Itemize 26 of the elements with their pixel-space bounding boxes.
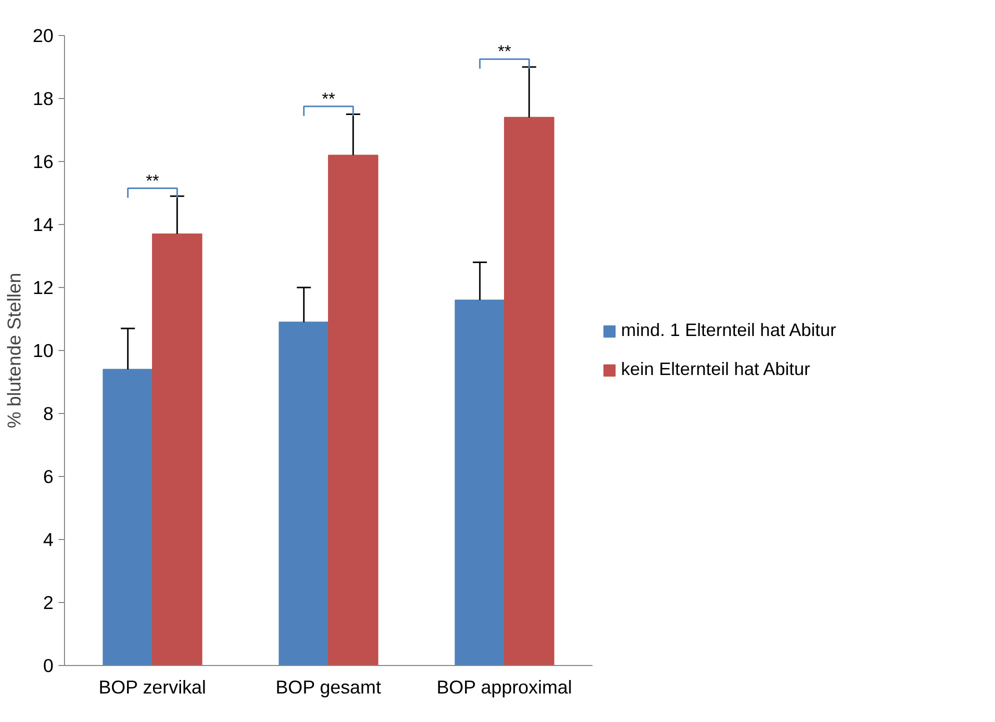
y-tick-label: 4	[43, 529, 54, 550]
y-tick-label: 16	[32, 151, 54, 172]
y-tick-label: 14	[32, 214, 54, 235]
annotation: **	[322, 89, 336, 108]
bar	[328, 154, 378, 666]
annotation: **	[146, 171, 160, 190]
y-tick-label: 8	[43, 403, 54, 424]
y-tick-label: 2	[43, 592, 54, 613]
y-tick-label: 10	[32, 340, 54, 361]
bar	[152, 233, 202, 666]
x-tick-label: BOP zervikal	[98, 676, 206, 698]
y-axis-title: % blutende Stellen	[4, 272, 25, 428]
legend-label: mind. 1 Elternteil hat Abitur	[621, 320, 836, 341]
bar	[278, 322, 329, 666]
y-tick-label: 18	[32, 88, 54, 109]
annotation: **	[498, 42, 512, 62]
y-tick-label: 20	[32, 25, 54, 46]
x-tick-label: BOP gesamt	[276, 676, 382, 698]
bar	[102, 368, 153, 666]
y-tick-label: 12	[32, 277, 54, 298]
y-tick-label: 6	[43, 466, 54, 487]
bar	[504, 116, 554, 666]
bar	[454, 300, 505, 666]
legend-label: kein Elternteil hat Abitur	[621, 359, 810, 380]
x-tick-label: BOP approximal	[436, 676, 572, 698]
y-tick-label: 0	[43, 655, 54, 676]
